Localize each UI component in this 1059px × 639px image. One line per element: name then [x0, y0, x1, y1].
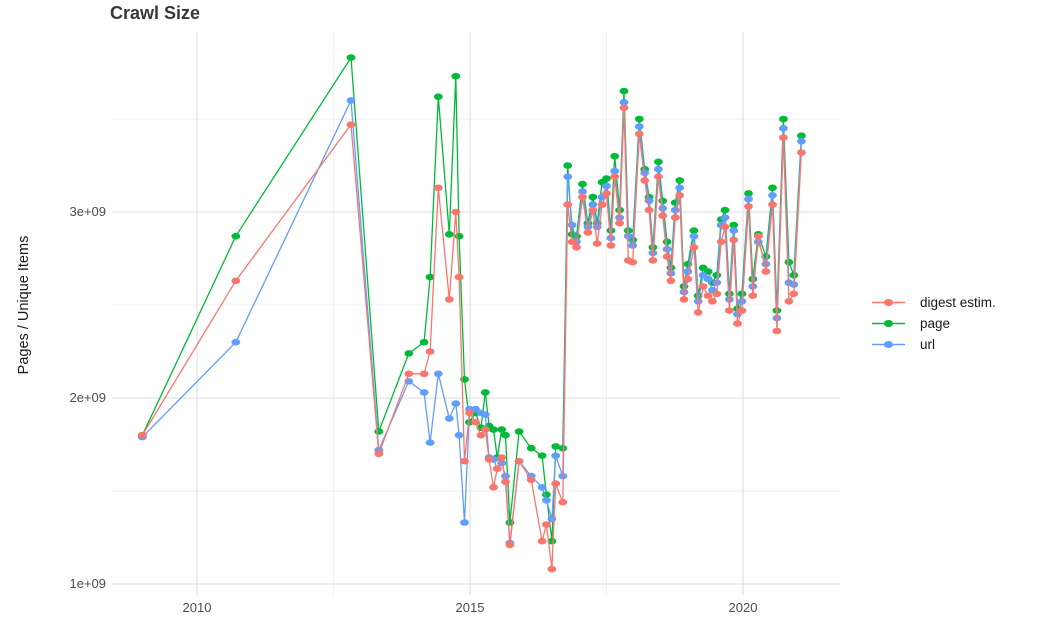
y-tick-3e09: 3e+09	[69, 204, 106, 219]
y-tick-1e09: 1e+09	[69, 576, 106, 591]
x-tick-2015: 2015	[456, 600, 485, 615]
legend: digest estim. page url	[872, 295, 996, 352]
legend-label-digest-estim: digest estim.	[920, 295, 996, 310]
x-tick-2020: 2020	[729, 600, 758, 615]
x-tick-2010: 2010	[183, 600, 212, 615]
x-axis-ticks: 2010 2015 2020	[183, 600, 758, 615]
y-tick-2e09: 2e+09	[69, 390, 106, 405]
chart-title: Crawl Size	[110, 3, 200, 23]
data-series	[138, 54, 806, 573]
y-axis-ticks: 1e+09 2e+09 3e+09	[69, 204, 106, 591]
series-digest-estim-	[138, 104, 806, 573]
series-url	[138, 97, 806, 547]
legend-label-page: page	[920, 316, 950, 331]
y-axis-title: Pages / Unique Items	[16, 236, 32, 375]
legend-keys	[872, 299, 905, 348]
series-page	[138, 54, 806, 545]
legend-label-url: url	[920, 337, 935, 352]
gridlines	[112, 32, 840, 595]
